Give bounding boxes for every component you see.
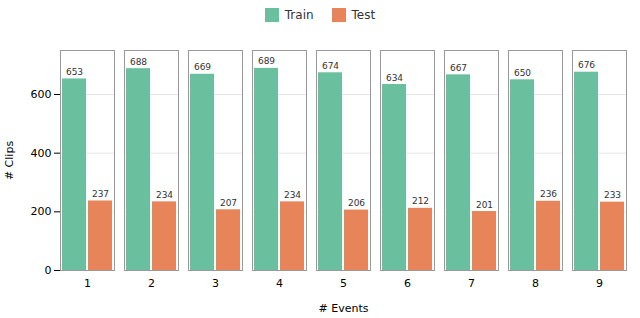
svg-text:676: 676 xyxy=(578,60,595,70)
svg-text:233: 233 xyxy=(604,190,621,200)
svg-text:# Clips: # Clips xyxy=(3,141,16,180)
svg-text:0: 0 xyxy=(45,264,52,277)
svg-text:689: 689 xyxy=(258,56,275,66)
svg-text:236: 236 xyxy=(540,189,557,199)
svg-text:9: 9 xyxy=(596,277,603,290)
html-text:Test: Test xyxy=(351,8,376,22)
svg-text:200: 200 xyxy=(31,205,52,218)
html-text:Train: Train xyxy=(284,8,314,22)
svg-text:7: 7 xyxy=(468,277,475,290)
svg-text:653: 653 xyxy=(66,67,83,77)
svg-text:688: 688 xyxy=(130,57,147,67)
svg-text:206: 206 xyxy=(348,198,365,208)
svg-text:# Events: # Events xyxy=(319,302,369,315)
svg-text:207: 207 xyxy=(220,198,237,208)
svg-text:234: 234 xyxy=(284,190,301,200)
svg-text:634: 634 xyxy=(386,73,403,83)
svg-text:674: 674 xyxy=(322,61,339,71)
svg-text:6: 6 xyxy=(404,277,411,290)
svg-text:212: 212 xyxy=(412,196,429,206)
svg-text:234: 234 xyxy=(156,190,173,200)
svg-text:237: 237 xyxy=(92,189,109,199)
svg-text:1: 1 xyxy=(84,277,91,290)
svg-text:400: 400 xyxy=(31,147,52,160)
svg-text:5: 5 xyxy=(340,277,347,290)
svg-text:669: 669 xyxy=(194,62,211,72)
svg-text:667: 667 xyxy=(450,63,467,73)
svg-text:8: 8 xyxy=(532,277,539,290)
svg-text:600: 600 xyxy=(31,88,52,101)
svg-text:3: 3 xyxy=(212,277,219,290)
svg-text:4: 4 xyxy=(276,277,283,290)
svg-text:650: 650 xyxy=(514,68,531,78)
svg-text:2: 2 xyxy=(148,277,155,290)
svg-text:201: 201 xyxy=(476,200,493,210)
